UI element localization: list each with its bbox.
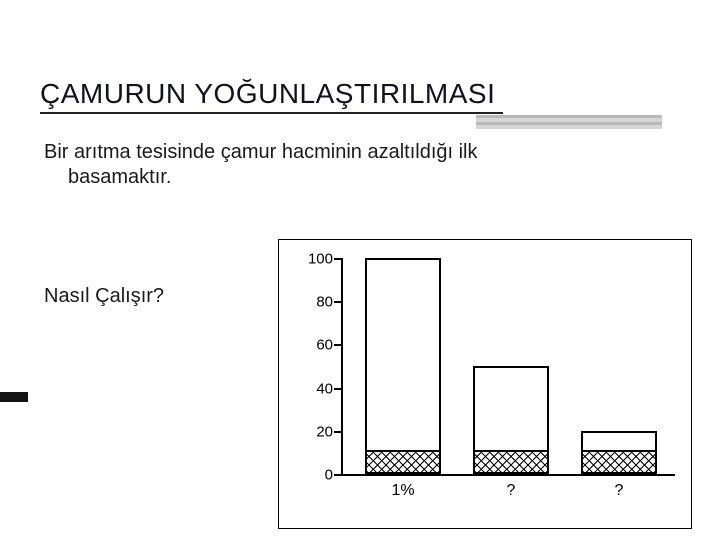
chart: 0 20 40 60 80 100 1%??	[278, 239, 692, 529]
y-tick	[334, 474, 341, 476]
y-tick-label: 20	[293, 423, 333, 440]
y-tick	[334, 258, 341, 260]
body-line1: Bir arıtma tesisinde çamur hacminin azal…	[44, 141, 478, 163]
bar-hatched-fill	[583, 450, 655, 472]
body-line2: basamaktır.	[68, 165, 664, 190]
y-tick-label: 100	[293, 251, 333, 268]
bar-hatched-fill	[475, 450, 547, 472]
bar	[365, 258, 441, 474]
x-axis	[341, 474, 675, 476]
slide: ÇAMURUN YOĞUNLAŞTIRILMASI Bir arıtma tes…	[0, 0, 720, 540]
y-tick-label: 40	[293, 380, 333, 397]
plot-area: 0204060801001%??	[341, 258, 675, 476]
y-tick	[334, 388, 341, 390]
bar	[473, 366, 549, 474]
accent-bar	[476, 115, 662, 129]
y-tick	[334, 344, 341, 346]
y-axis	[341, 258, 343, 476]
x-tick-label: ?	[507, 482, 516, 500]
side-marker	[0, 392, 28, 402]
title-region: ÇAMURUN YOĞUNLAŞTIRILMASI	[40, 78, 660, 114]
y-tick	[334, 431, 341, 433]
y-tick	[334, 301, 341, 303]
bar-hatched-fill	[367, 450, 439, 472]
x-tick-label: 1%	[391, 482, 414, 500]
body-text: Bir arıtma tesisinde çamur hacminin azal…	[44, 140, 664, 190]
question-text: Nasıl Çalışır?	[44, 285, 164, 308]
y-tick-label: 80	[293, 294, 333, 311]
y-tick-label: 0	[293, 467, 333, 484]
slide-title: ÇAMURUN YOĞUNLAŞTIRILMASI	[40, 78, 503, 114]
x-tick-label: ?	[615, 482, 624, 500]
y-tick-label: 60	[293, 337, 333, 354]
bar	[581, 431, 657, 474]
